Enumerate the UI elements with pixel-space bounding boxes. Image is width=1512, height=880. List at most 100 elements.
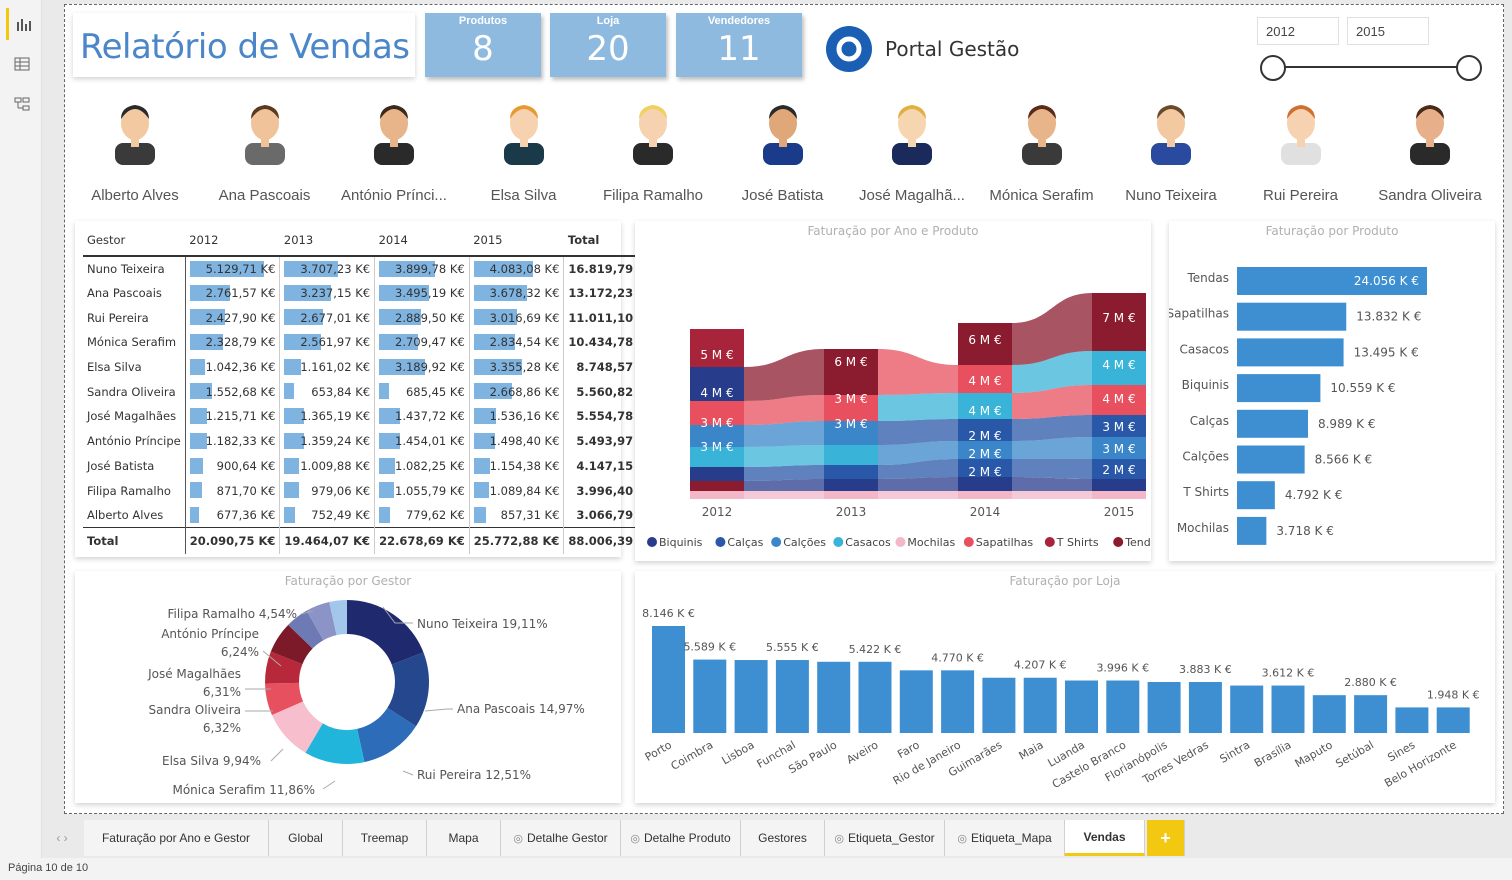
legend-entry[interactable]: Calças [727, 536, 763, 549]
ribbon-segment[interactable] [690, 367, 744, 401]
loja-bar[interactable] [1230, 685, 1264, 733]
matrix-row[interactable]: José Magalhães 1.215,71 K€ 1.365,19 K€ 1.43… [83, 404, 659, 429]
donut-slice[interactable] [387, 652, 430, 727]
donut-slice[interactable] [265, 682, 304, 716]
tab-etiqueta-gestor[interactable]: ◎ Etiqueta_Gestor [825, 820, 945, 856]
ribbon-segment[interactable] [690, 491, 744, 499]
person-9[interactable]: Rui Pereira [1237, 95, 1365, 204]
ribbon-segment[interactable] [1092, 351, 1146, 385]
ribbon-segment[interactable] [1092, 459, 1146, 479]
loja-bar[interactable] [899, 670, 933, 733]
matrix-header[interactable]: Total [567, 233, 600, 247]
ribbon-segment[interactable] [1092, 293, 1146, 351]
donut-slice[interactable] [329, 600, 347, 636]
loja-bar[interactable] [1106, 680, 1140, 733]
ribbon-segment[interactable] [958, 477, 1012, 491]
donut-slice[interactable] [265, 651, 303, 684]
product-bar[interactable] [1237, 338, 1344, 367]
ribbon-segment[interactable] [958, 365, 1012, 393]
matrix-header[interactable]: 2012 [189, 233, 219, 247]
donut-slice[interactable] [270, 624, 313, 665]
matrix-row[interactable]: Filipa Ramalho 871,70 K€ 979,06 K€ 1.055,79… [83, 478, 659, 503]
matrix-row[interactable]: Elsa Silva 1.042,36 K€ 1.161,02 K€ 3.189,92… [83, 354, 659, 380]
person-8[interactable]: Nuno Teixeira [1107, 95, 1235, 204]
ribbon-segment[interactable] [1092, 385, 1146, 415]
product-bar[interactable] [1237, 481, 1275, 510]
matrix-row[interactable]: Ana Pascoais 2.761,57 K€ 3.237,15 K€ 3.495,… [83, 280, 659, 306]
slicer-end-handle[interactable] [1456, 55, 1482, 81]
loja-bar[interactable] [1023, 677, 1057, 733]
add-page-button[interactable]: + [1147, 820, 1185, 856]
person-5[interactable]: José Batista [719, 95, 847, 204]
loja-bar[interactable] [1271, 685, 1305, 733]
slicer-start-handle[interactable] [1260, 55, 1286, 81]
legend-entry[interactable]: Biquinis [659, 536, 703, 549]
matrix-header[interactable]: 2015 [473, 233, 503, 247]
ribbon-segment[interactable] [824, 479, 878, 491]
product-bar[interactable] [1237, 409, 1308, 438]
legend-entry[interactable]: Mochilas [907, 536, 955, 549]
tab-treemap[interactable]: Treemap [343, 820, 427, 856]
donut-slice[interactable] [306, 601, 337, 641]
donut-slice[interactable] [288, 610, 324, 649]
loja-bar[interactable] [652, 626, 685, 733]
legend-entry[interactable]: Casacos [845, 536, 891, 549]
ribbon-segment[interactable] [824, 465, 878, 479]
loja-bar[interactable] [1065, 680, 1098, 733]
ribbon-segment[interactable] [690, 467, 744, 481]
tab-detalhe-produto[interactable]: ◎ Detalhe Produto [621, 820, 741, 856]
person-2[interactable]: António Prínci... [330, 95, 458, 204]
legend-entry[interactable]: T Shirts [1056, 536, 1099, 549]
model-view-icon[interactable] [6, 88, 38, 120]
donut-slice[interactable] [305, 723, 365, 764]
person-4[interactable]: Filipa Ramalho [589, 95, 717, 204]
tab-scroll-arrows[interactable]: ‹ › [42, 820, 82, 856]
tab-global[interactable]: Global [269, 820, 343, 856]
ribbon-segment[interactable] [1092, 415, 1146, 437]
ribbon-segment[interactable] [690, 481, 744, 491]
loja-bar[interactable] [1395, 707, 1429, 733]
loja-bar[interactable] [1312, 695, 1346, 733]
legend-entry[interactable]: Sapatilhas [976, 536, 1034, 549]
tab-mapa[interactable]: Mapa [427, 820, 501, 856]
matrix-row[interactable]: Sandra Oliveira 1.552,68 K€ 653,84 K€ 685,4… [83, 379, 659, 405]
product-bar[interactable] [1237, 445, 1305, 474]
legend-entry[interactable]: Tendas [1124, 536, 1163, 549]
ribbon-segment[interactable] [690, 425, 744, 447]
tab-fatura-o-por-ano-e-gestor[interactable]: Faturação por Ano e Gestor [84, 820, 269, 856]
tab-gestores[interactable]: Gestores [741, 820, 825, 856]
person-6[interactable]: José Magalhã... [848, 95, 976, 204]
loja-bar[interactable] [1436, 707, 1470, 733]
matrix-row[interactable]: José Batista 900,64 K€ 1.009,88 K€ 1.082,25… [83, 453, 659, 479]
ribbon-segment[interactable] [824, 445, 878, 465]
loja-bar[interactable] [734, 660, 768, 733]
ribbon-segment[interactable] [958, 491, 1012, 499]
loja-bar[interactable] [775, 660, 809, 733]
ribbon-segment[interactable] [1092, 491, 1146, 499]
loja-bar[interactable] [693, 659, 727, 733]
ribbon-segment[interactable] [690, 329, 744, 367]
matrix-header[interactable]: 2014 [378, 233, 408, 247]
donut-slice[interactable] [357, 707, 417, 763]
ribbon-segment[interactable] [824, 491, 878, 499]
tab-vendas[interactable]: Vendas [1065, 820, 1145, 856]
product-bar[interactable] [1237, 374, 1321, 403]
person-3[interactable]: Elsa Silva [460, 95, 588, 204]
slicer-start-input[interactable]: 2012 [1257, 17, 1339, 45]
matrix-header[interactable]: 2013 [283, 233, 314, 247]
person-0[interactable]: Alberto Alves [71, 95, 199, 204]
ribbon-segment[interactable] [824, 421, 878, 445]
tab-etiqueta-mapa[interactable]: ◎ Etiqueta_Mapa [945, 820, 1065, 856]
ribbon-segment[interactable] [824, 349, 878, 395]
ribbon-segment[interactable] [824, 395, 878, 421]
person-10[interactable]: Sandra Oliveira [1366, 95, 1494, 204]
person-1[interactable]: Ana Pascoais [201, 95, 329, 204]
product-bar[interactable] [1237, 267, 1427, 295]
matrix-row[interactable]: Nuno Teixeira 5.129,71 K€ 3.707,23 K€ 3.899… [83, 256, 659, 281]
loja-bar[interactable] [941, 670, 975, 733]
legend-entry[interactable]: Calções [783, 536, 826, 549]
product-bar[interactable] [1237, 302, 1347, 331]
ribbon-segment[interactable] [1092, 479, 1146, 491]
product-bar[interactable] [1237, 516, 1267, 545]
data-view-icon[interactable] [6, 48, 38, 80]
